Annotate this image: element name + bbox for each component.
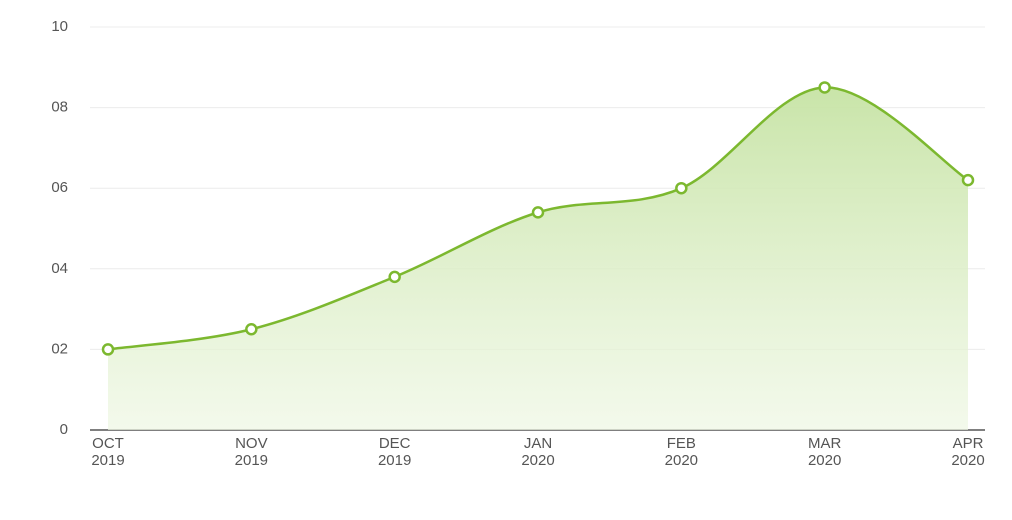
y-tick-label: 04 xyxy=(51,260,68,277)
x-tick-label: JAN 2020 xyxy=(521,435,555,469)
x-tick-label: NOV 2019 xyxy=(234,435,269,469)
y-tick-label: 06 xyxy=(51,179,68,196)
point-marker xyxy=(531,206,545,219)
x-tick-label: DEC 2019 xyxy=(377,435,412,469)
point-marker xyxy=(101,343,115,356)
point-marker xyxy=(245,323,258,336)
x-tick-label: OCT 2019 xyxy=(91,435,125,469)
y-tick-label: 0 xyxy=(60,421,68,438)
point-marker xyxy=(961,173,975,187)
point-marker xyxy=(388,270,401,284)
area xyxy=(108,87,968,430)
y-tick-label: 08 xyxy=(51,99,68,116)
y-tick-label: 02 xyxy=(51,340,68,357)
x-tick-label: APR 2020 xyxy=(951,435,985,469)
x-tick-label: FEB 2020 xyxy=(664,435,699,469)
point-marker xyxy=(818,81,831,94)
x-tick-label: MAR 2020 xyxy=(807,435,842,469)
point-marker xyxy=(675,181,688,195)
y-tick-label: 10 xyxy=(51,18,68,35)
